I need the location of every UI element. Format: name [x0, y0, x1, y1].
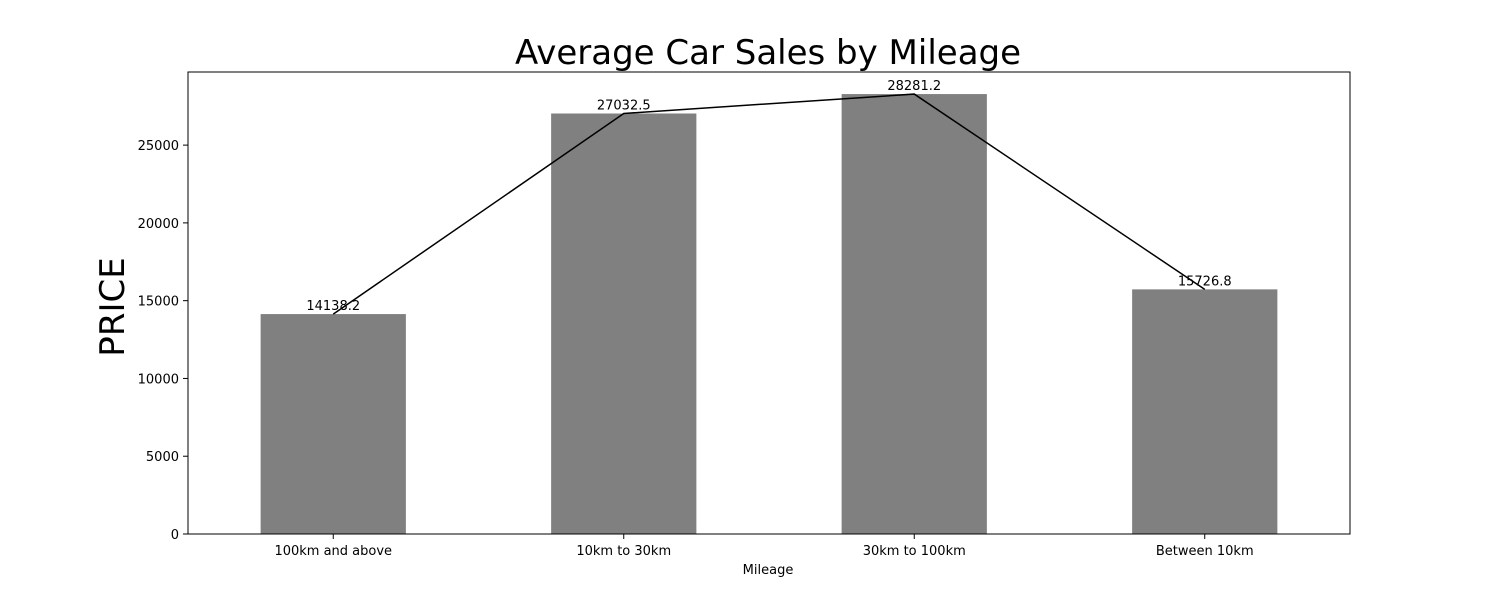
x-tick-label-3: Between 10km: [1156, 544, 1254, 559]
y-tick-label-1: 5000: [146, 450, 179, 465]
y-tick-label-4: 20000: [138, 217, 179, 232]
value-label-2: 28281.2: [887, 79, 941, 94]
x-tick-label-1: 10km to 30km: [576, 544, 671, 559]
value-label-3: 15726.8: [1178, 274, 1232, 289]
y-tick-label-5: 25000: [138, 139, 179, 154]
chart-title: Average Car Sales by Mileage: [515, 33, 1021, 73]
x-axis-title: Mileage: [743, 563, 794, 578]
bar-1: [551, 113, 697, 534]
y-tick-label-0: 0: [171, 528, 179, 543]
y-tick-label-2: 10000: [138, 372, 179, 387]
y-axis-ticks: 0 5000 10000 15000 20000 25000: [138, 139, 188, 543]
y-axis-title: PRICE: [93, 257, 133, 356]
x-axis-ticks: 100km and above 10km to 30km 30km to 100km…: [274, 534, 1254, 559]
overlay-line: [332, 93, 1206, 315]
overlay-line-layer: [332, 93, 1206, 315]
value-label-1: 27032.5: [597, 98, 651, 113]
value-label-0: 14138.2: [306, 299, 360, 314]
bar-2: [841, 94, 987, 534]
bar-3: [1132, 289, 1278, 534]
y-tick-label-3: 15000: [138, 295, 179, 310]
x-tick-label-2: 30km to 100km: [863, 544, 966, 559]
bars-layer: [260, 94, 1278, 534]
axes-frame: [187, 71, 1351, 535]
bar-0: [260, 314, 406, 534]
value-labels-layer: 14138.2 27032.5 28281.2 15726.8: [306, 79, 1231, 314]
x-tick-label-0: 100km and above: [274, 544, 392, 559]
